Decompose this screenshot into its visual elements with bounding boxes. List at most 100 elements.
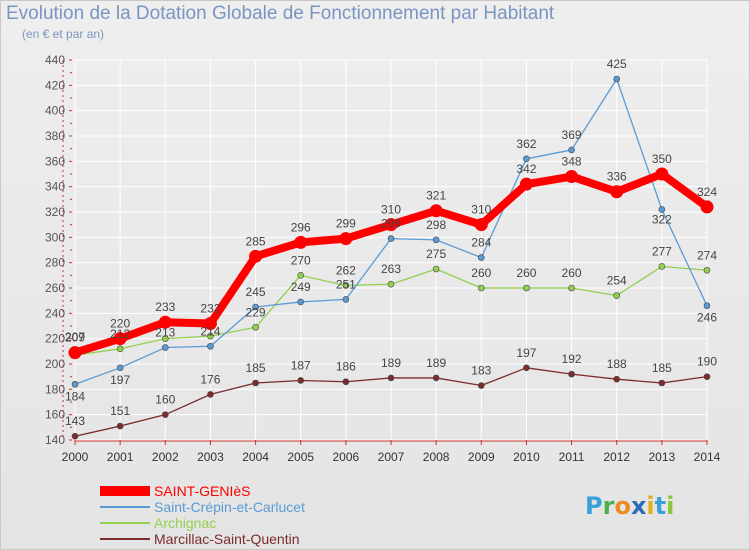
data-label: 310	[471, 203, 491, 217]
data-label: 212	[110, 327, 130, 341]
x-tick-label: 2006	[333, 450, 360, 464]
data-label: 185	[246, 361, 266, 375]
data-point	[568, 370, 575, 378]
data-point	[68, 346, 82, 360]
legend-label: Marcillac-Saint-Quentin	[154, 531, 300, 547]
data-point	[342, 282, 350, 289]
data-label: 213	[155, 326, 175, 340]
y-tick-label: 160	[45, 408, 65, 422]
data-label: 369	[562, 128, 582, 142]
data-point	[477, 284, 485, 292]
data-label: 183	[471, 364, 491, 378]
data-label: 251	[336, 277, 356, 291]
data-label: 298	[426, 218, 446, 232]
data-point	[161, 344, 169, 351]
x-tick-label: 2010	[513, 450, 540, 464]
legend-label: Saint-Crépin-et-Carlucet	[154, 499, 305, 515]
data-label: 260	[516, 266, 536, 280]
logo-letter: t	[654, 492, 667, 520]
data-point	[252, 379, 259, 387]
data-label: 143	[65, 414, 85, 428]
x-tick-label: 2009	[468, 450, 495, 464]
data-label: 284	[471, 236, 491, 250]
data-point	[523, 155, 530, 163]
data-point	[613, 75, 621, 83]
data-point	[387, 235, 395, 242]
data-point	[294, 235, 308, 249]
data-point	[342, 378, 350, 386]
data-point	[116, 345, 124, 353]
logo-letter: x	[630, 492, 647, 520]
data-point	[297, 298, 305, 306]
data-label: 220	[110, 317, 130, 331]
y-tick-label: 260	[45, 281, 65, 295]
x-tick-label: 2008	[423, 450, 450, 464]
data-point	[432, 374, 440, 382]
data-point	[658, 263, 666, 270]
x-tick-label: 2011	[559, 450, 585, 464]
proxiti-logo: Proxiti	[585, 492, 674, 520]
data-point	[161, 411, 169, 418]
y-tick-label: 400	[45, 104, 65, 118]
data-label: 190	[697, 355, 717, 369]
data-label: 299	[336, 217, 356, 231]
legend-swatch	[100, 538, 150, 540]
y-tick-label: 200	[45, 357, 65, 371]
data-label: 296	[291, 220, 311, 234]
data-point	[519, 177, 533, 191]
data-point	[568, 146, 575, 154]
y-tick-label: 240	[45, 306, 65, 320]
x-tick-label: 2013	[649, 450, 676, 464]
data-label: 160	[155, 393, 175, 407]
data-point	[71, 432, 79, 440]
data-point	[116, 364, 124, 372]
data-point	[700, 200, 714, 214]
data-label: 188	[607, 357, 627, 371]
data-label: 151	[110, 404, 130, 418]
x-tick-label: 2014	[694, 450, 721, 464]
data-label: 214	[200, 324, 220, 338]
data-label: 209	[65, 331, 85, 345]
data-point	[161, 335, 169, 342]
data-point	[203, 316, 217, 330]
data-label: 197	[110, 373, 130, 387]
data-point	[342, 296, 350, 303]
data-label: 262	[336, 263, 356, 277]
x-tick-label: 2000	[62, 450, 89, 464]
data-point	[658, 206, 666, 213]
data-point	[207, 391, 214, 398]
data-point	[384, 218, 398, 232]
logo-letter: P	[585, 492, 603, 520]
data-point	[474, 218, 488, 232]
data-point	[116, 422, 124, 430]
x-tick-label: 2007	[378, 450, 405, 464]
data-label: 197	[516, 346, 536, 360]
data-point	[252, 323, 259, 331]
legend-label: Archignac	[154, 515, 217, 531]
data-point	[477, 382, 485, 389]
data-label: 254	[607, 274, 627, 288]
legend-swatch	[100, 522, 150, 524]
data-point	[432, 236, 440, 244]
data-point	[339, 232, 353, 246]
data-point	[207, 342, 214, 350]
y-tick-label: 320	[45, 205, 65, 219]
data-point	[565, 170, 579, 184]
data-point	[432, 265, 440, 273]
data-label: 189	[426, 356, 446, 370]
data-point	[477, 254, 485, 261]
data-point	[610, 185, 624, 199]
x-tick-label: 2002	[152, 450, 179, 464]
y-tick-label: 220	[45, 332, 65, 346]
data-label: 176	[200, 372, 220, 386]
data-label: 245	[246, 285, 266, 299]
logo-letter: o	[614, 492, 631, 520]
data-point	[523, 284, 530, 292]
y-tick-label: 380	[45, 129, 65, 143]
data-point	[113, 332, 127, 346]
data-label: 270	[291, 253, 311, 267]
logo-letter: i	[666, 492, 675, 520]
data-point	[613, 292, 621, 299]
data-label: 229	[246, 305, 266, 319]
